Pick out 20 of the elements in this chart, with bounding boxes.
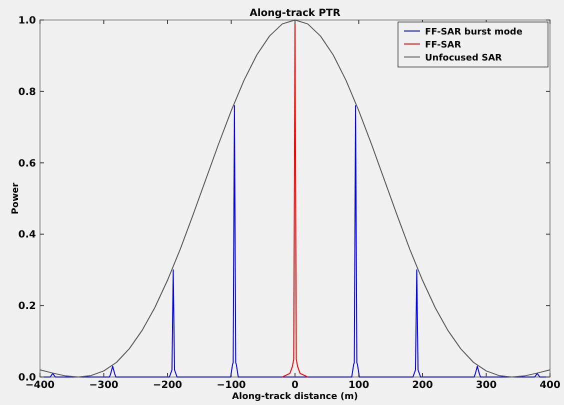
legend-label: FF-SAR burst mode xyxy=(425,28,522,38)
x-tick-label: 300 xyxy=(476,380,497,391)
y-tick-label: 0.6 xyxy=(18,158,36,170)
legend-label: FF-SAR xyxy=(425,40,462,50)
x-axis-title: Along-track distance (m) xyxy=(232,392,358,402)
line-series xyxy=(40,20,550,378)
x-tick-label: 100 xyxy=(348,380,370,391)
x-tick-label: −100 xyxy=(216,380,246,391)
legend-label: Unfocused SAR xyxy=(425,54,502,64)
x-tick-label: 0 xyxy=(292,380,299,391)
y-tick-label: 0.8 xyxy=(18,86,36,98)
y-tick-label: 0.2 xyxy=(18,301,36,312)
chart-title: Along-track PTR xyxy=(250,8,341,19)
y-tick-label: 1.0 xyxy=(18,16,36,26)
y-axis-title: Power xyxy=(11,182,21,214)
x-tick-label: −200 xyxy=(152,380,182,391)
x-tick-label: 400 xyxy=(540,380,560,391)
x-tick-label: 200 xyxy=(412,380,433,391)
x-tick-label: −300 xyxy=(89,380,118,391)
y-tick-label: 0.4 xyxy=(18,230,36,241)
